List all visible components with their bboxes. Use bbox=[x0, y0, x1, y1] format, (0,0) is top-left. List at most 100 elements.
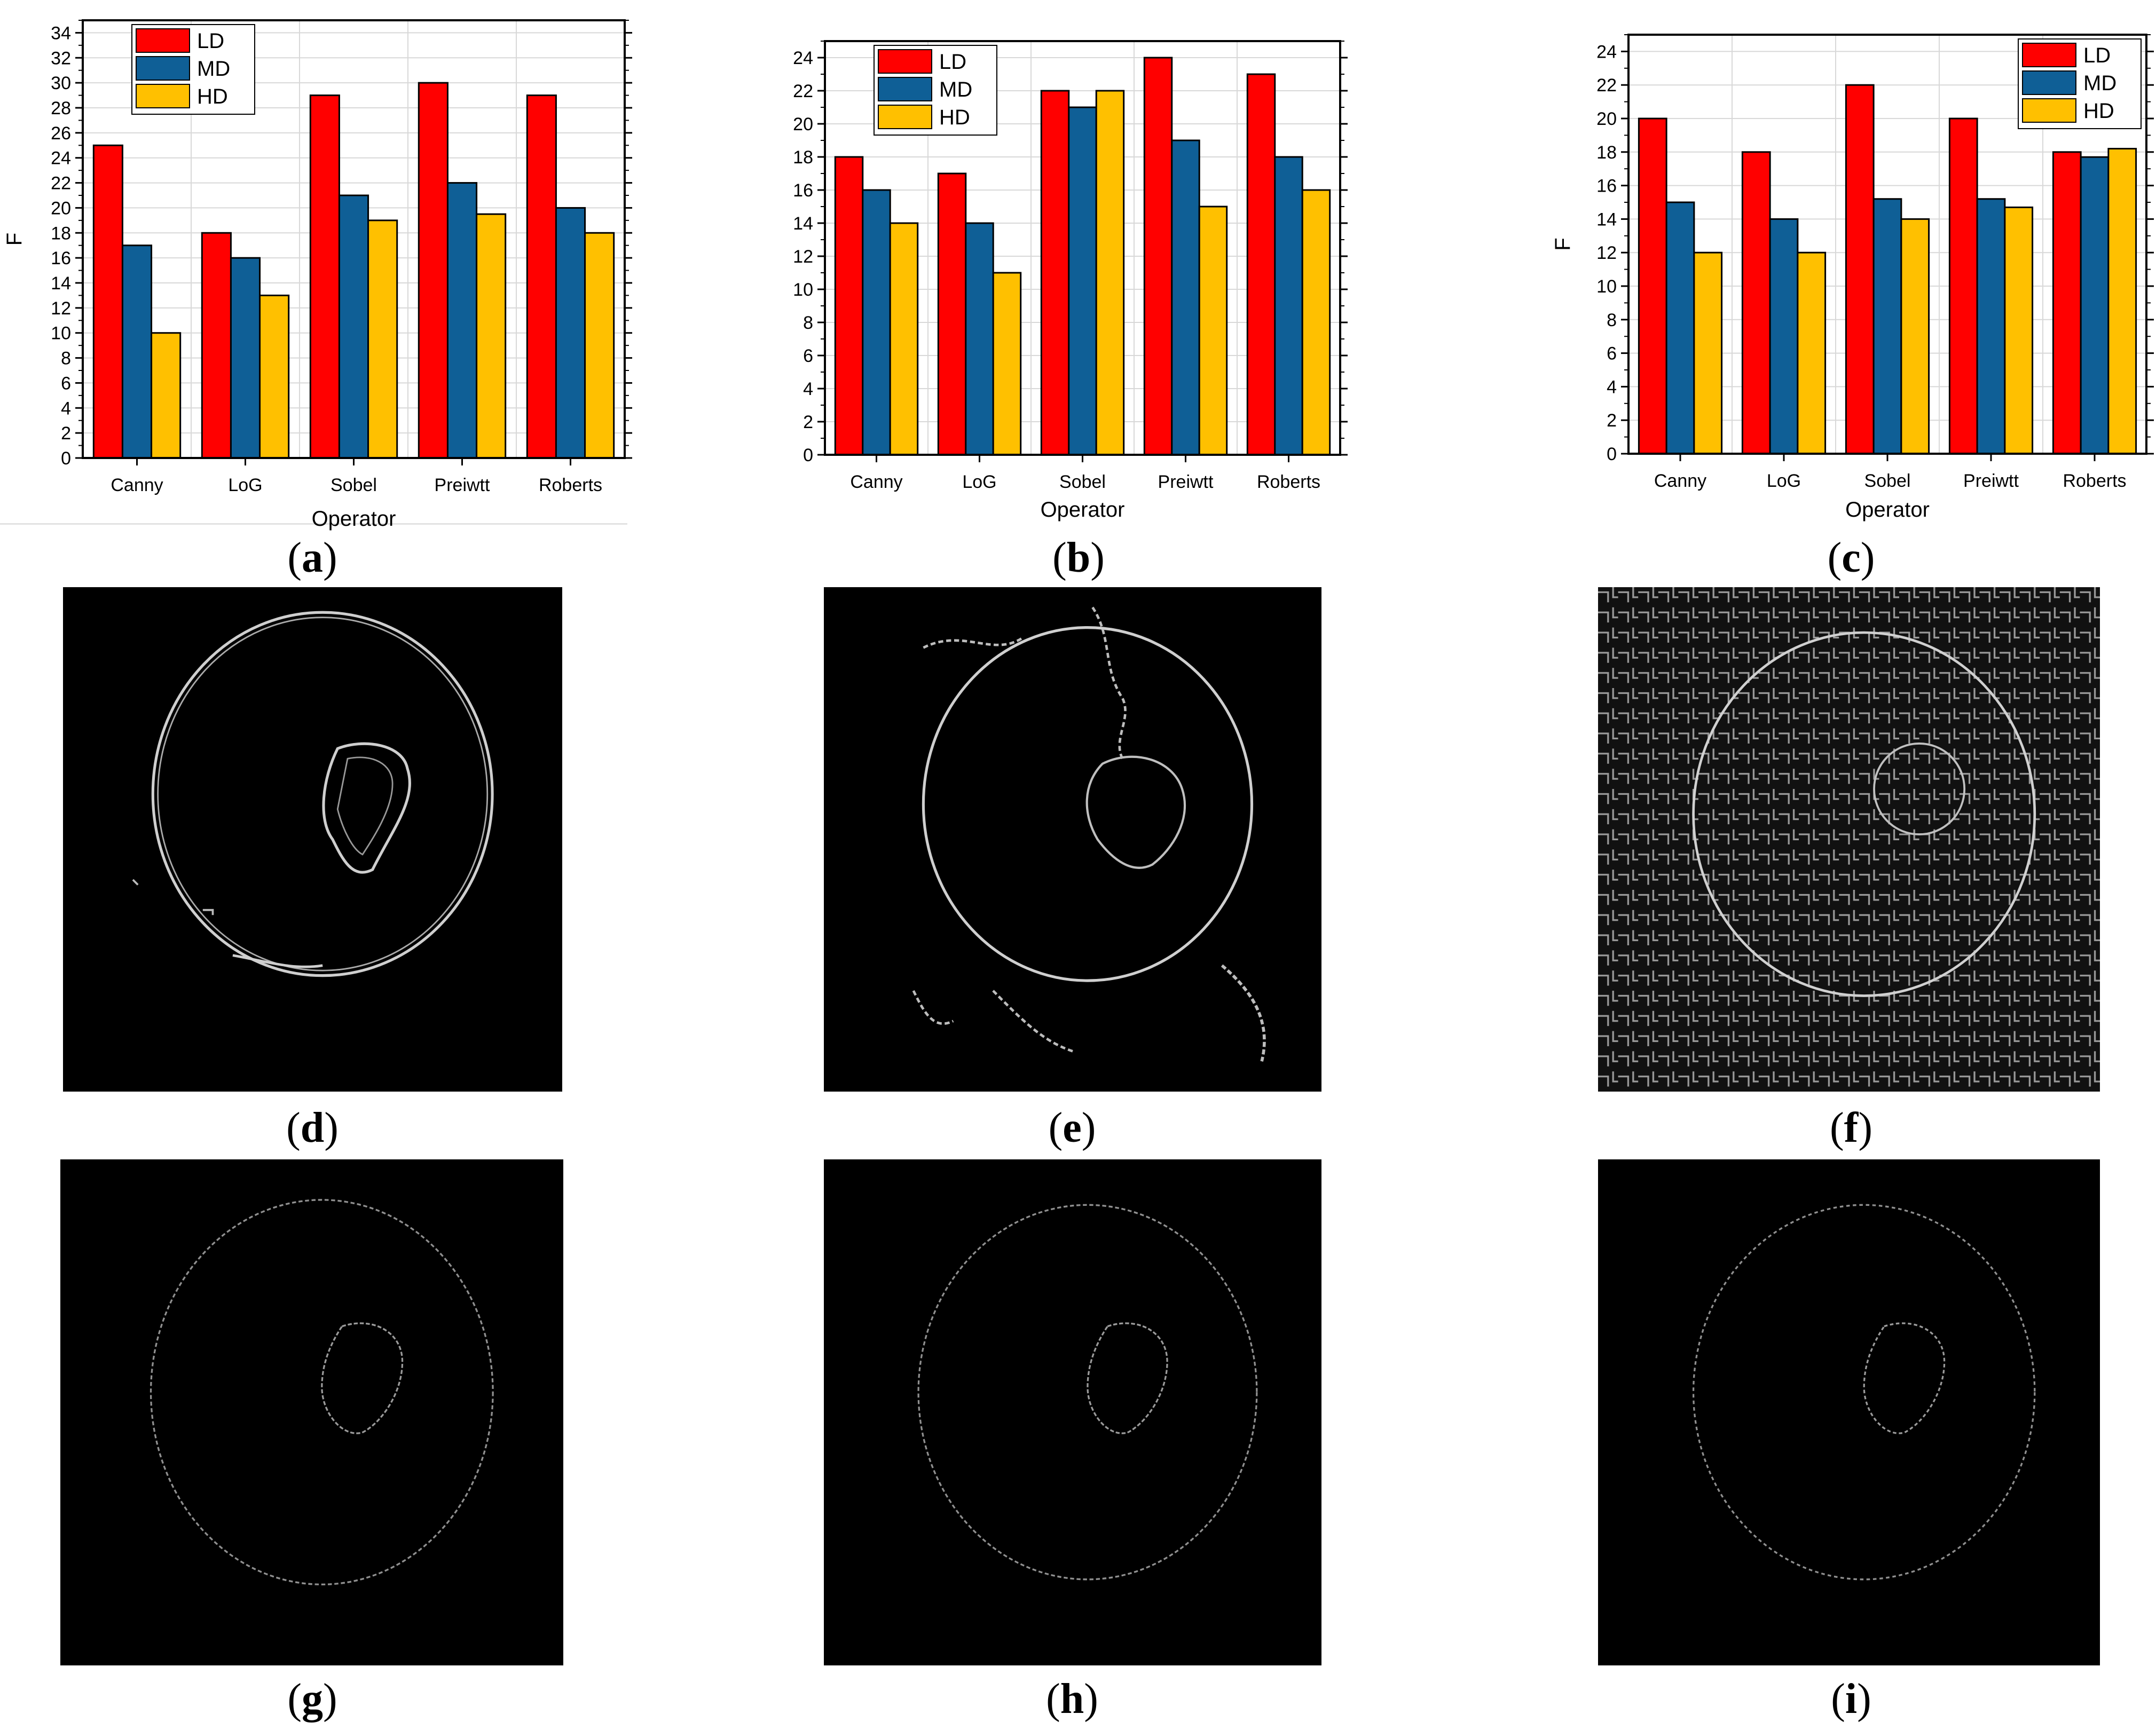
caption-g: (g) bbox=[287, 1676, 337, 1723]
y-tick-label: 10 bbox=[793, 280, 813, 300]
bar-ld bbox=[309, 94, 340, 459]
legend-label-ld: LD bbox=[939, 50, 966, 74]
legend-swatch-ld bbox=[136, 28, 190, 53]
caption-a: (a) bbox=[287, 534, 337, 581]
bar-ld bbox=[1845, 84, 1875, 455]
bar-ld bbox=[937, 172, 967, 456]
legend-swatch-hd bbox=[2022, 98, 2076, 123]
legend-label-md: MD bbox=[197, 57, 230, 81]
y-tick-label: 24 bbox=[51, 148, 71, 169]
y-tick-label: 0 bbox=[803, 445, 813, 465]
y-tick-label: 16 bbox=[51, 248, 71, 268]
legend-label-ld: LD bbox=[197, 29, 224, 53]
legend-swatch-ld bbox=[2022, 43, 2076, 67]
y-tick-label: 0 bbox=[61, 448, 71, 469]
bar-md bbox=[1769, 218, 1799, 455]
edge-image-e bbox=[824, 587, 1321, 1092]
y-tick-label: 22 bbox=[1596, 75, 1617, 96]
bar-ld bbox=[526, 94, 557, 459]
bar-md bbox=[2080, 156, 2110, 455]
bar-md bbox=[1976, 198, 2006, 455]
bar-md bbox=[230, 257, 261, 459]
y-tick-label: 22 bbox=[793, 81, 813, 101]
bar-md bbox=[121, 244, 153, 459]
x-tick-label: Sobel bbox=[1864, 471, 1911, 491]
axes-frame bbox=[824, 40, 1341, 456]
y-tick-label: 30 bbox=[51, 73, 71, 93]
caption-d: (d) bbox=[286, 1104, 339, 1151]
bar-hd bbox=[1095, 90, 1125, 456]
bar-ld bbox=[1040, 90, 1070, 456]
y-tick-label: 2 bbox=[61, 423, 71, 444]
bar-ld bbox=[92, 144, 123, 459]
y-tick-label: 10 bbox=[1596, 277, 1617, 297]
y-tick-label: 8 bbox=[803, 313, 813, 333]
bar-hd bbox=[584, 232, 615, 459]
legend-swatch-hd bbox=[878, 105, 932, 129]
x-tick-label: Roberts bbox=[539, 475, 602, 495]
bar-md bbox=[862, 189, 891, 456]
x-tick-label: Canny bbox=[1654, 471, 1706, 491]
x-tick-label: LoG bbox=[962, 472, 996, 492]
y-tick-label: 24 bbox=[1596, 42, 1617, 62]
x-tick-label: Sobel bbox=[1059, 472, 1106, 492]
bar-ld bbox=[2052, 151, 2082, 455]
legend-label-md: MD bbox=[939, 78, 972, 101]
edge-image-h bbox=[824, 1159, 1321, 1665]
y-tick-label: 20 bbox=[1596, 109, 1617, 129]
legend-label-md: MD bbox=[2083, 72, 2116, 95]
y-tick-label: 2 bbox=[803, 412, 813, 432]
legend-swatch-hd bbox=[136, 84, 190, 108]
y-tick-label: 24 bbox=[793, 48, 813, 68]
y-tick-label: 4 bbox=[1607, 377, 1617, 397]
x-tick-label: Sobel bbox=[331, 475, 377, 495]
caption-b: (b) bbox=[1052, 534, 1105, 581]
bar-md bbox=[1171, 139, 1200, 456]
bar-ld bbox=[1143, 57, 1173, 456]
legend-swatch-ld bbox=[878, 49, 932, 74]
y-tick-label: 12 bbox=[1596, 243, 1617, 263]
legend-swatch-md bbox=[136, 56, 190, 81]
bar-hd bbox=[2107, 148, 2137, 455]
y-tick-label: 32 bbox=[51, 48, 71, 68]
y-tick-label: 22 bbox=[51, 173, 71, 194]
y-tick-label: 20 bbox=[793, 114, 813, 135]
bar-hd bbox=[1198, 206, 1228, 456]
x-axis-label: Operator bbox=[1041, 498, 1125, 522]
caption-i: (i) bbox=[1831, 1676, 1871, 1723]
y-tick-label: 18 bbox=[793, 147, 813, 168]
legend-label-ld: LD bbox=[2083, 44, 2111, 67]
x-tick-label: Preiwtt bbox=[1963, 471, 2019, 491]
bar-ld bbox=[1638, 117, 1667, 455]
bar-md bbox=[1872, 198, 1902, 455]
legend-swatch-md bbox=[2022, 70, 2076, 95]
bar-hd bbox=[476, 213, 507, 459]
y-tick-label: 16 bbox=[793, 180, 813, 201]
bar-ld bbox=[834, 156, 864, 456]
bar-hd bbox=[367, 219, 398, 459]
bar-ld bbox=[418, 82, 448, 459]
bar-hd bbox=[992, 272, 1022, 456]
x-tick-label: Canny bbox=[850, 472, 902, 492]
x-tick-label: Roberts bbox=[1257, 472, 1320, 492]
bar-md bbox=[555, 207, 586, 459]
bar-ld bbox=[201, 232, 232, 459]
edge-image-g bbox=[60, 1159, 563, 1665]
bar-ld bbox=[1741, 151, 1771, 455]
bar-md bbox=[446, 182, 478, 459]
bar-hd bbox=[889, 222, 919, 456]
caption-f: (f) bbox=[1830, 1104, 1872, 1151]
caption-e: (e) bbox=[1048, 1104, 1096, 1151]
bar-hd bbox=[1797, 251, 1827, 455]
y-tick-label: 18 bbox=[1596, 143, 1617, 163]
legend-swatch-md bbox=[878, 77, 932, 101]
y-axis-label: F bbox=[1551, 238, 1575, 250]
y-tick-label: 34 bbox=[51, 23, 71, 43]
bar-md bbox=[1068, 106, 1097, 456]
legend-label-hd: HD bbox=[2083, 99, 2114, 123]
bar-md bbox=[965, 222, 994, 456]
axes-frame bbox=[82, 19, 626, 459]
x-tick-label: LoG bbox=[1767, 471, 1801, 491]
